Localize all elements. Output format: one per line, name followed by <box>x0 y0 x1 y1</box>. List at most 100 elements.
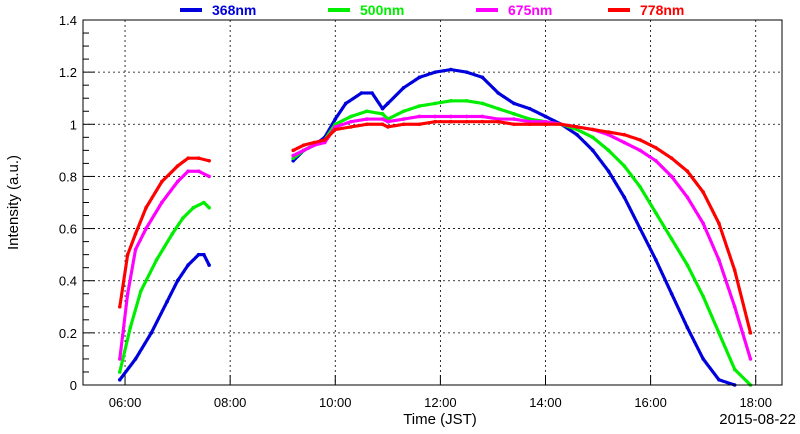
data-point <box>701 221 705 226</box>
data-point <box>433 114 437 119</box>
data-point <box>654 258 658 262</box>
data-point <box>701 357 705 361</box>
series-layer <box>117 67 753 387</box>
data-point <box>480 101 485 106</box>
y-tick-label: 0 <box>70 378 77 393</box>
data-point <box>165 299 169 304</box>
data-point <box>175 278 180 283</box>
data-point <box>202 200 206 205</box>
data-point <box>196 252 201 257</box>
series-675nm <box>117 114 753 361</box>
data-point <box>196 169 201 174</box>
data-point <box>433 70 437 74</box>
data-point <box>732 268 737 273</box>
data-point <box>638 138 642 142</box>
y-tick-label: 0.6 <box>59 222 77 237</box>
data-point <box>380 112 385 116</box>
data-point <box>701 190 705 194</box>
data-point <box>401 122 406 127</box>
data-point <box>464 99 469 103</box>
legend-label: 675nm <box>508 2 552 18</box>
data-point <box>622 132 627 137</box>
data-point <box>654 145 658 150</box>
data-point <box>125 291 130 296</box>
data-point <box>480 114 485 119</box>
data-point <box>685 195 690 200</box>
data-point <box>170 231 175 236</box>
data-point <box>748 357 753 361</box>
data-point <box>333 117 338 121</box>
data-point <box>527 106 532 111</box>
data-point <box>701 294 705 299</box>
data-point <box>117 357 122 361</box>
plot-frame <box>82 19 783 386</box>
data-point <box>717 377 721 382</box>
data-point <box>160 179 164 184</box>
data-point <box>417 104 422 108</box>
date-label: 2015-08-22 <box>719 411 796 428</box>
data-point <box>186 263 190 267</box>
data-point <box>433 119 437 124</box>
data-point <box>590 148 595 153</box>
x-tick-label: 10:00 <box>319 395 352 410</box>
data-point <box>638 226 642 231</box>
data-point <box>480 75 485 80</box>
data-point <box>365 109 369 114</box>
data-point <box>669 237 674 241</box>
data-point <box>291 156 296 160</box>
data-point <box>154 258 159 262</box>
y-tick-label: 0.8 <box>59 169 77 184</box>
y-tick-label: 1.4 <box>59 13 77 28</box>
data-point <box>160 200 164 205</box>
data-point <box>186 156 190 160</box>
data-point <box>117 304 122 309</box>
grid-layer <box>83 20 782 385</box>
data-point <box>207 174 211 179</box>
data-point <box>417 122 422 127</box>
data-point <box>654 211 658 215</box>
data-point <box>527 122 532 127</box>
data-point <box>638 148 642 153</box>
x-tick-label: 18:00 <box>739 395 772 410</box>
data-point <box>401 85 406 90</box>
data-point <box>349 119 353 124</box>
data-point <box>622 140 627 145</box>
data-point <box>527 119 532 124</box>
data-point <box>401 109 406 114</box>
legend-layer: 368nm 500nm 675nm 778nm <box>180 2 684 18</box>
y-axis-title: Intensity (a.u.) <box>5 155 22 250</box>
data-point <box>417 75 422 80</box>
x-tick-label: 14:00 <box>529 395 562 410</box>
data-point <box>301 148 306 153</box>
x-tick-label: 12:00 <box>424 395 457 410</box>
data-point <box>359 91 364 95</box>
legend-label: 368nm <box>212 2 256 18</box>
x-axis-title: Time (JST) <box>403 411 477 428</box>
data-point <box>717 221 721 226</box>
data-point <box>291 153 296 158</box>
data-point <box>207 263 211 267</box>
data-point <box>449 99 453 103</box>
data-point <box>401 117 406 121</box>
data-point <box>543 122 548 127</box>
data-point <box>349 114 353 119</box>
data-point <box>144 226 148 231</box>
data-point <box>496 119 500 124</box>
data-point <box>496 106 500 111</box>
tick-layer: 06:00 08:00 10:00 12:00 14:00 16:00 18:00 0 0.2 0… <box>59 13 772 410</box>
data-point <box>480 119 485 124</box>
data-point <box>181 216 185 220</box>
data-point <box>449 67 453 72</box>
data-point <box>128 325 133 330</box>
data-point <box>622 164 627 168</box>
data-point <box>732 304 737 309</box>
data-point <box>207 205 211 210</box>
data-point <box>638 185 642 189</box>
data-point <box>748 331 753 335</box>
series-368nm <box>117 67 737 387</box>
data-point <box>590 127 595 132</box>
data-point <box>322 138 327 142</box>
x-tick-label: 08:00 <box>214 395 247 410</box>
data-point <box>343 101 348 106</box>
